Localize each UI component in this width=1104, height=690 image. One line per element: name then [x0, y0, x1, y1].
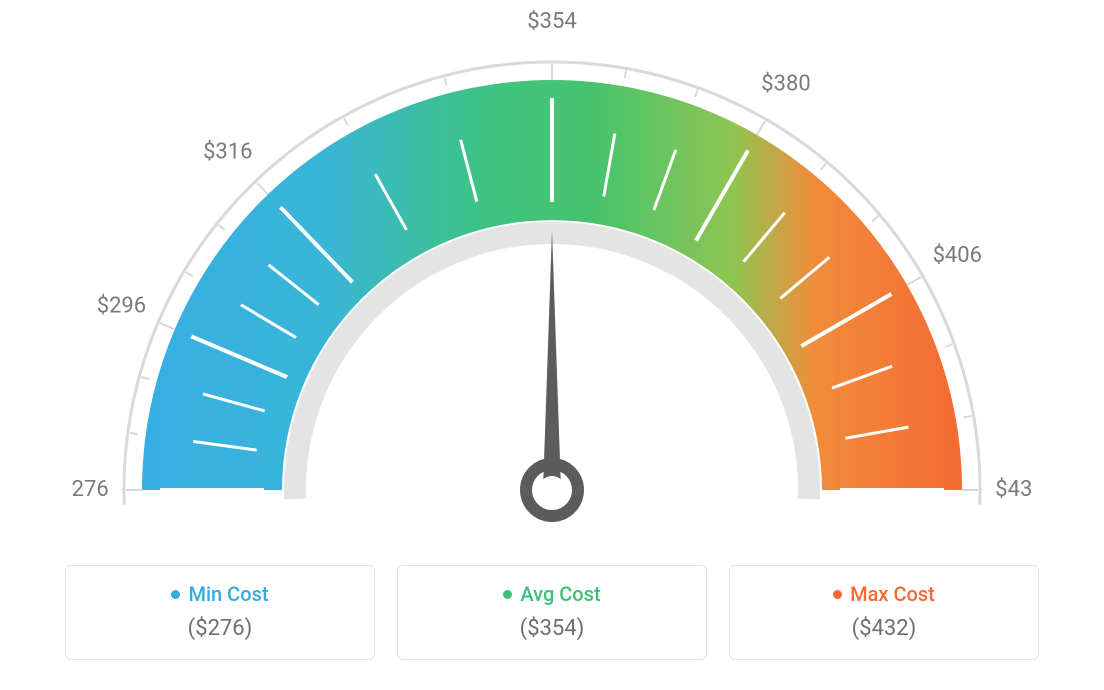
legend-card-avg: Avg Cost ($354): [397, 565, 707, 660]
gauge-outer-tick: [344, 118, 348, 125]
gauge-tick-label: $296: [97, 293, 146, 318]
gauge-outer-tick: [141, 377, 149, 379]
gauge-outer-tick: [757, 121, 765, 135]
legend-value-min: ($276): [66, 616, 374, 641]
legend-value-avg: ($354): [398, 616, 706, 641]
gauge-outer-tick: [160, 323, 175, 329]
gauge-needle: [543, 230, 561, 490]
gauge-tick-label: $432: [995, 477, 1032, 502]
gauge-outer-tick: [821, 164, 826, 170]
legend-dot-min: [171, 590, 180, 599]
legend-dot-avg: [503, 590, 512, 599]
gauge-tick-label: $276: [72, 477, 109, 502]
gauge-outer-tick: [945, 344, 953, 347]
legend-dot-max: [833, 590, 842, 599]
gauge-outer-tick: [445, 78, 447, 86]
legend-card-min: Min Cost ($276): [65, 565, 375, 660]
gauge-outer-tick: [186, 272, 193, 276]
legend-label-max: Max Cost: [850, 582, 935, 606]
legend-label-avg: Avg Cost: [520, 582, 600, 606]
gauge-outer-tick: [257, 183, 268, 195]
legend-card-max: Max Cost ($432): [729, 565, 1039, 660]
gauge-tick-label: $316: [203, 139, 252, 164]
gauge-outer-tick: [695, 90, 698, 98]
gauge-tick-label: $406: [933, 243, 982, 268]
legend-value-max: ($432): [730, 616, 1038, 641]
gauge-outer-tick: [218, 225, 224, 230]
gauge-outer-tick: [964, 416, 972, 417]
gauge-outer-tick: [872, 216, 878, 221]
gauge-tick-label: $380: [761, 72, 810, 97]
gauge-outer-tick: [625, 70, 626, 78]
legend-label-min: Min Cost: [188, 582, 268, 606]
gauge-needle-hub-inner: [538, 476, 566, 504]
legend-row: Min Cost ($276) Avg Cost ($354) Max Cost…: [65, 565, 1039, 660]
gauge-outer-tick: [907, 277, 921, 285]
gauge-outer-tick: [130, 433, 138, 434]
cost-gauge: $276 $296 $316 $354 $380 $406 $432: [72, 10, 1032, 570]
gauge-tick-label: $354: [527, 10, 576, 34]
gauge-svg: $276 $296 $316 $354 $380 $406 $432: [72, 10, 1032, 570]
